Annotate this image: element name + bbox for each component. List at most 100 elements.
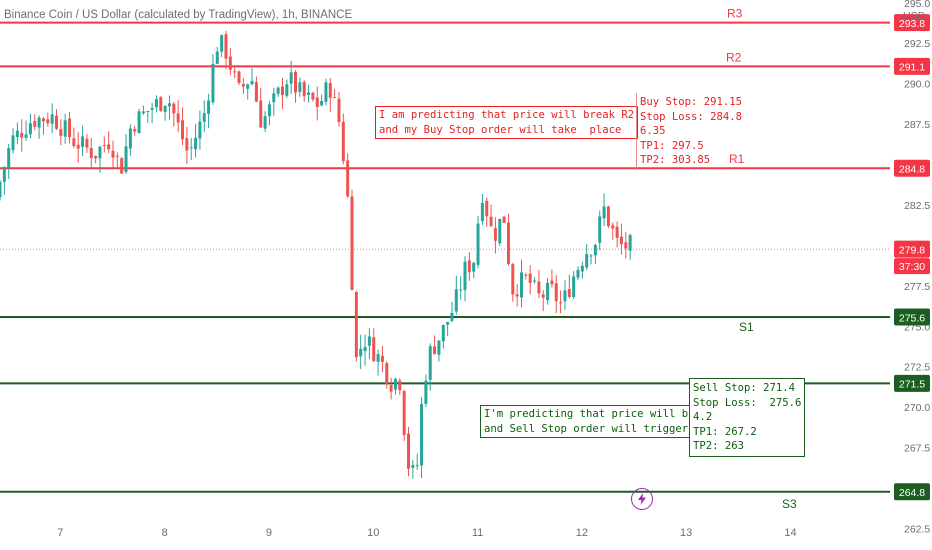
candle-body[interactable] <box>328 83 332 98</box>
candle-body[interactable] <box>502 216 506 223</box>
candle-body[interactable] <box>102 145 106 147</box>
candle-body[interactable] <box>446 321 450 325</box>
candle-body[interactable] <box>333 97 337 99</box>
candle-body[interactable] <box>441 324 445 342</box>
candle-body[interactable] <box>407 433 411 469</box>
lightning-icon[interactable] <box>631 488 653 510</box>
candle-body[interactable] <box>520 272 523 298</box>
candle-body[interactable] <box>68 118 72 138</box>
candle-body[interactable] <box>341 121 345 162</box>
candle-body[interactable] <box>476 223 480 265</box>
candle-body[interactable] <box>176 113 180 123</box>
candle-body[interactable] <box>619 236 623 245</box>
candle-body[interactable] <box>572 276 576 298</box>
candle-body[interactable] <box>141 111 145 114</box>
candle-body[interactable] <box>189 147 193 149</box>
candle-body[interactable] <box>428 346 432 380</box>
candle-body[interactable] <box>533 280 537 282</box>
candle-body[interactable] <box>350 196 354 291</box>
candle-body[interactable] <box>194 137 198 150</box>
candle-body[interactable] <box>63 120 67 137</box>
candle-body[interactable] <box>424 380 428 404</box>
candle-body[interactable] <box>15 130 19 138</box>
candle-body[interactable] <box>385 363 389 384</box>
candle-body[interactable] <box>472 262 476 272</box>
candle-body[interactable] <box>463 261 467 290</box>
candle-body[interactable] <box>515 294 519 297</box>
candle-body[interactable] <box>506 222 510 265</box>
candle-body[interactable] <box>28 123 32 135</box>
candle-body[interactable] <box>489 216 493 226</box>
candle-body[interactable] <box>346 160 350 197</box>
candle-body[interactable] <box>41 118 45 122</box>
candle-body[interactable] <box>611 225 615 229</box>
candle-body[interactable] <box>250 80 254 85</box>
candle-body[interactable] <box>628 235 632 251</box>
currency-label[interactable]: USD <box>903 10 926 22</box>
candle-body[interactable] <box>280 86 284 96</box>
candle-body[interactable] <box>480 203 484 222</box>
candle-body[interactable] <box>202 113 206 122</box>
candle-body[interactable] <box>593 244 597 256</box>
candle-body[interactable] <box>59 129 63 136</box>
candle-body[interactable] <box>437 340 441 355</box>
candle-body[interactable] <box>363 346 367 352</box>
candle-body[interactable] <box>602 206 606 219</box>
candle-body[interactable] <box>585 254 589 268</box>
candle-body[interactable] <box>163 105 167 112</box>
candle-body[interactable] <box>411 464 415 468</box>
candle-body[interactable] <box>137 111 141 134</box>
candle-body[interactable] <box>150 107 154 110</box>
buy-order-details[interactable]: Buy Stop: 291.15 Stop Loss: 284.8 6.35 TP1:… <box>636 93 745 170</box>
candle-body[interactable] <box>211 64 215 103</box>
candle-body[interactable] <box>302 81 306 97</box>
candle-body[interactable] <box>546 282 550 301</box>
candle-body[interactable] <box>24 134 28 138</box>
buy-note[interactable]: I am predicting that price will break R2… <box>375 106 639 139</box>
candle-body[interactable] <box>298 82 302 92</box>
candle-body[interactable] <box>524 274 528 276</box>
candle-body[interactable] <box>541 294 545 298</box>
candle-body[interactable] <box>276 87 280 94</box>
candle-body[interactable] <box>89 148 93 158</box>
candle-body[interactable] <box>228 56 232 70</box>
candle-body[interactable] <box>493 228 497 241</box>
candle-body[interactable] <box>376 354 380 362</box>
candle-body[interactable] <box>259 100 263 128</box>
candle-body[interactable] <box>389 385 393 392</box>
candle-body[interactable] <box>220 35 224 52</box>
candle-body[interactable] <box>254 82 258 102</box>
symbol-title[interactable]: Binance Coin / US Dollar (calculated by … <box>4 9 353 21</box>
candle-body[interactable] <box>11 135 15 151</box>
candle-body[interactable] <box>485 200 489 217</box>
candle-body[interactable] <box>237 71 241 83</box>
candle-body[interactable] <box>459 289 463 291</box>
candle-body[interactable] <box>315 97 319 108</box>
candle-body[interactable] <box>367 336 371 346</box>
candle-body[interactable] <box>467 260 471 273</box>
candle-body[interactable] <box>563 290 567 302</box>
candle-body[interactable] <box>120 158 124 174</box>
candle-body[interactable] <box>7 148 11 168</box>
candle-body[interactable] <box>511 264 515 295</box>
candle-body[interactable] <box>263 116 267 129</box>
candle-body[interactable] <box>185 138 189 151</box>
candle-body[interactable] <box>567 288 571 297</box>
candle-body[interactable] <box>537 281 541 294</box>
candle-body[interactable] <box>559 302 563 304</box>
candle-body[interactable] <box>307 92 311 96</box>
candle-body[interactable] <box>233 71 237 73</box>
candle-body[interactable] <box>598 216 602 243</box>
candle-body[interactable] <box>589 255 593 257</box>
candle-body[interactable] <box>98 146 102 159</box>
candle-body[interactable] <box>606 206 610 227</box>
candle-body[interactable] <box>402 391 406 436</box>
candle-body[interactable] <box>433 346 437 354</box>
candle-body[interactable] <box>580 265 584 272</box>
candle-body[interactable] <box>107 144 111 150</box>
candle-body[interactable] <box>224 34 228 59</box>
candle-body[interactable] <box>85 138 89 148</box>
candle-body[interactable] <box>81 136 85 147</box>
candle-body[interactable] <box>272 93 276 103</box>
